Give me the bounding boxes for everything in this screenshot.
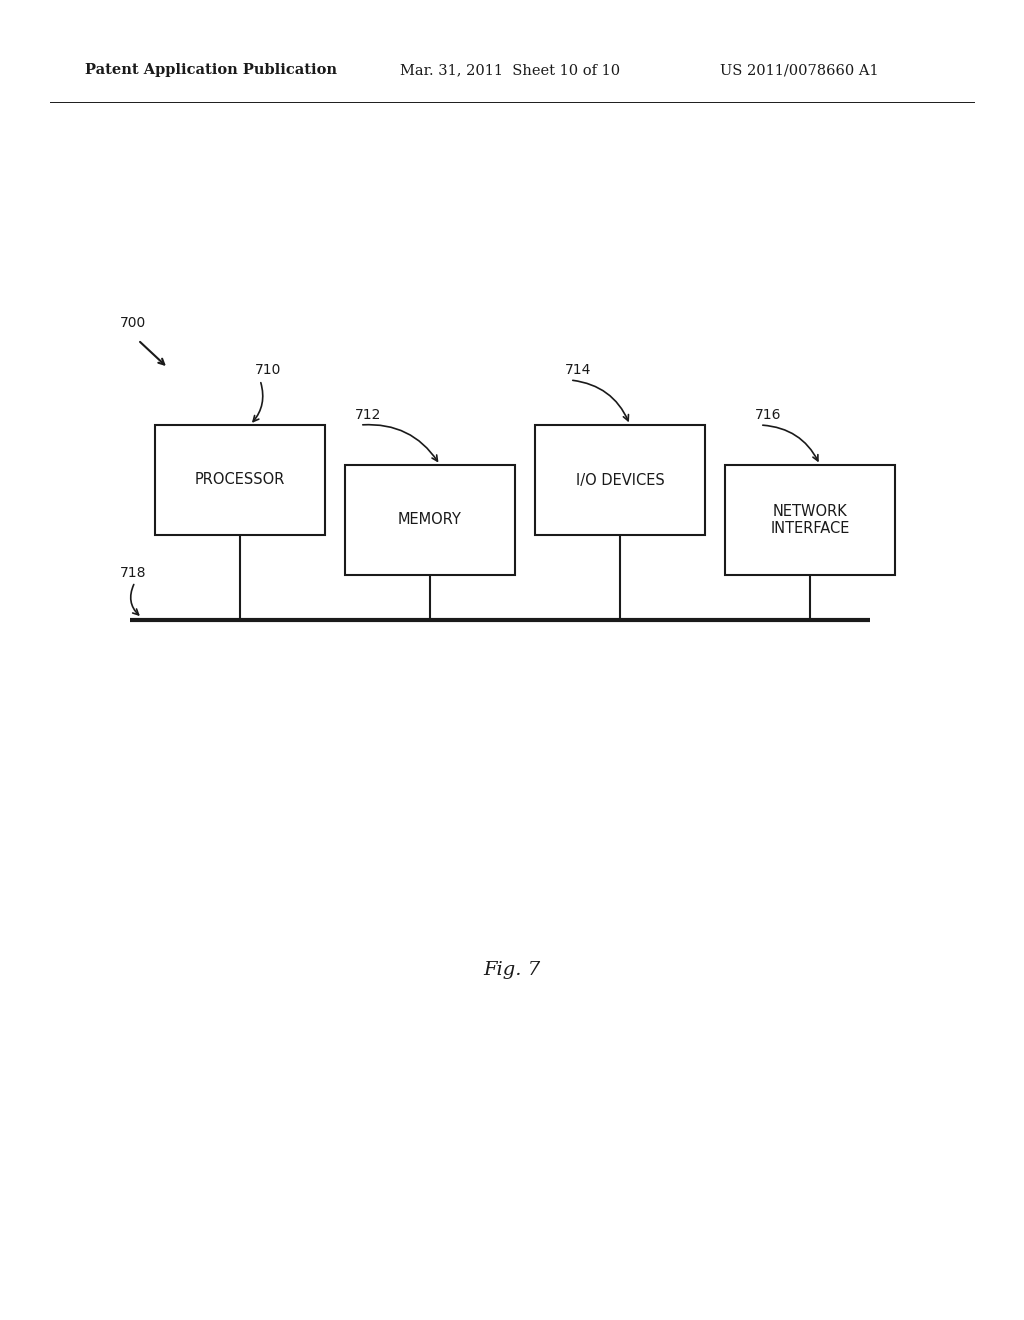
Text: 714: 714 xyxy=(565,363,592,378)
Text: 716: 716 xyxy=(755,408,781,422)
Text: 712: 712 xyxy=(355,408,381,422)
Text: MEMORY: MEMORY xyxy=(398,512,462,528)
Text: Fig. 7: Fig. 7 xyxy=(483,961,541,979)
Text: I/O DEVICES: I/O DEVICES xyxy=(575,473,665,487)
Text: 718: 718 xyxy=(120,566,146,579)
Bar xyxy=(155,425,325,535)
Text: 710: 710 xyxy=(255,363,282,378)
Text: US 2011/0078660 A1: US 2011/0078660 A1 xyxy=(720,63,879,77)
Text: Patent Application Publication: Patent Application Publication xyxy=(85,63,337,77)
Bar xyxy=(345,465,515,576)
Text: 700: 700 xyxy=(120,315,146,330)
Text: PROCESSOR: PROCESSOR xyxy=(195,473,286,487)
Bar xyxy=(725,465,895,576)
Bar xyxy=(535,425,705,535)
Text: NETWORK
INTERFACE: NETWORK INTERFACE xyxy=(770,504,850,536)
Text: Mar. 31, 2011  Sheet 10 of 10: Mar. 31, 2011 Sheet 10 of 10 xyxy=(400,63,621,77)
